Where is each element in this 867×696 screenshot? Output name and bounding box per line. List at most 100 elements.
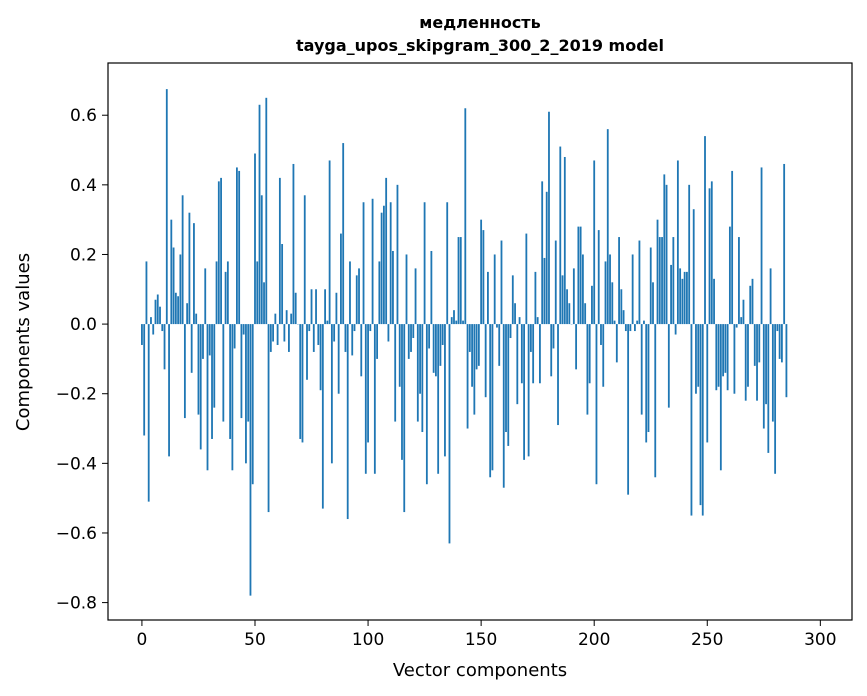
- bar: [462, 320, 464, 325]
- bar: [688, 184, 691, 325]
- bar: [554, 240, 557, 325]
- bar: [575, 324, 578, 370]
- bar: [278, 177, 281, 325]
- bar: [722, 324, 725, 377]
- bar: [676, 160, 679, 325]
- bar: [256, 261, 259, 325]
- y-tick-label: −0.6: [56, 524, 97, 544]
- bar: [401, 324, 403, 460]
- bar: [249, 324, 252, 596]
- bar: [141, 324, 143, 345]
- bar: [342, 143, 345, 325]
- bar: [358, 268, 360, 325]
- x-tick-label: 0: [137, 630, 148, 650]
- bar: [652, 282, 654, 325]
- bar: [597, 230, 600, 325]
- bar: [303, 195, 306, 325]
- bar: [751, 278, 754, 325]
- bar: [710, 181, 713, 325]
- bar: [753, 324, 756, 366]
- bar: [364, 324, 367, 474]
- bar: [667, 324, 670, 408]
- bar: [595, 324, 598, 485]
- bar: [211, 324, 213, 439]
- bar: [611, 282, 614, 325]
- bar: [785, 324, 788, 398]
- bar: [493, 254, 496, 325]
- bar: [489, 324, 492, 478]
- x-axis-label: Vector components: [393, 660, 567, 681]
- bar: [475, 324, 478, 370]
- bar: [697, 324, 700, 387]
- bar: [609, 254, 611, 325]
- y-tick-label: 0.2: [70, 245, 97, 265]
- bar: [197, 324, 200, 415]
- bar: [740, 317, 743, 325]
- bar: [480, 219, 483, 325]
- bar: [645, 324, 648, 443]
- bar: [421, 324, 424, 433]
- bar: [534, 271, 537, 325]
- bar: [392, 250, 394, 325]
- bar: [172, 247, 175, 325]
- bar: [373, 324, 376, 474]
- bar: [337, 324, 340, 394]
- x-tick-label: 100: [352, 630, 384, 650]
- bar: [412, 324, 415, 339]
- bar: [622, 310, 625, 325]
- bar: [351, 324, 354, 356]
- bar: [464, 108, 467, 325]
- bar: [333, 324, 336, 342]
- bar: [238, 170, 241, 325]
- bar: [346, 324, 349, 520]
- bar: [403, 324, 406, 513]
- bar: [661, 237, 663, 325]
- y-axis-label: Components values: [13, 253, 34, 431]
- bar: [783, 163, 786, 325]
- bar: [208, 324, 211, 356]
- bar: [615, 324, 618, 363]
- bar: [690, 324, 693, 516]
- bar: [321, 324, 324, 509]
- bar: [507, 324, 510, 446]
- bar: [756, 324, 758, 401]
- bar: [769, 268, 772, 325]
- y-tick-label: −0.4: [56, 454, 97, 474]
- bar: [747, 324, 749, 387]
- bar: [654, 324, 657, 478]
- bar: [484, 324, 487, 398]
- bar: [457, 237, 460, 325]
- x-tick-label: 200: [578, 630, 610, 650]
- bar: [695, 324, 697, 394]
- bar: [360, 324, 363, 377]
- bar: [435, 324, 437, 377]
- bar: [444, 324, 446, 457]
- bar: [199, 324, 202, 450]
- bar: [326, 320, 329, 325]
- x-tick-label: 300: [804, 630, 836, 650]
- bar: [631, 254, 634, 325]
- bar: [455, 320, 458, 325]
- bar: [520, 324, 523, 384]
- bar: [179, 254, 182, 325]
- bar: [620, 289, 623, 325]
- bar: [355, 275, 358, 325]
- bar: [439, 324, 442, 366]
- bar: [738, 237, 740, 325]
- bar: [416, 324, 419, 422]
- bar: [231, 324, 234, 471]
- bar: [432, 324, 435, 373]
- bar: [559, 146, 562, 325]
- bar: [260, 195, 263, 325]
- bar: [159, 306, 161, 325]
- bar: [335, 292, 338, 325]
- bar: [174, 292, 177, 325]
- plot-frame: [107, 62, 853, 621]
- bar: [643, 320, 645, 325]
- bar: [701, 324, 704, 516]
- bar: [672, 237, 675, 325]
- bar: [765, 324, 767, 405]
- bar: [226, 261, 229, 325]
- bar: [242, 324, 245, 335]
- bar: [161, 324, 164, 332]
